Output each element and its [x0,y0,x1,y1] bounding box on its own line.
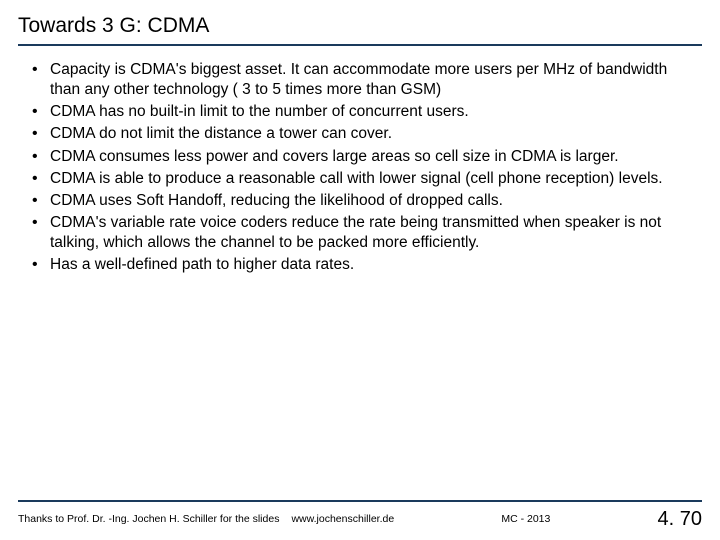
footer-rule [18,500,702,502]
list-item: CDMA consumes less power and covers larg… [26,147,694,167]
bullet-text: Capacity is CDMA's biggest asset. It can… [50,61,667,98]
list-item: CDMA do not limit the distance a tower c… [26,124,694,144]
bullet-text: CDMA do not limit the distance a tower c… [50,125,392,142]
list-item: CDMA uses Soft Handoff, reducing the lik… [26,191,694,211]
bullet-text: CDMA consumes less power and covers larg… [50,148,619,165]
bullet-list: Capacity is CDMA's biggest asset. It can… [26,60,694,275]
footer-course: MC - 2013 [501,513,550,525]
footer-url: www.jochenschiller.de [291,513,394,525]
footer-left: Thanks to Prof. Dr. -Ing. Jochen H. Schi… [18,513,394,525]
bullet-text: CDMA is able to produce a reasonable cal… [50,170,663,187]
list-item: CDMA is able to produce a reasonable cal… [26,169,694,189]
list-item: Capacity is CDMA's biggest asset. It can… [26,60,694,100]
list-item: CDMA's variable rate voice coders reduce… [26,213,694,253]
footer-page: 4. 70 [658,508,702,531]
footer-credit: Thanks to Prof. Dr. -Ing. Jochen H. Schi… [18,513,279,525]
bullet-text: CDMA has no built-in limit to the number… [50,103,469,120]
bullet-text: CDMA's variable rate voice coders reduce… [50,214,661,251]
list-item: Has a well-defined path to higher data r… [26,255,694,275]
list-item: CDMA has no built-in limit to the number… [26,102,694,122]
slide-title: Towards 3 G: CDMA [18,14,702,38]
slide-footer: Thanks to Prof. Dr. -Ing. Jochen H. Schi… [18,508,702,530]
bullet-text: CDMA uses Soft Handoff, reducing the lik… [50,192,503,209]
slide: Towards 3 G: CDMA Capacity is CDMA's big… [0,0,720,540]
bullet-text: Has a well-defined path to higher data r… [50,256,354,273]
slide-body: Capacity is CDMA's biggest asset. It can… [18,46,702,275]
